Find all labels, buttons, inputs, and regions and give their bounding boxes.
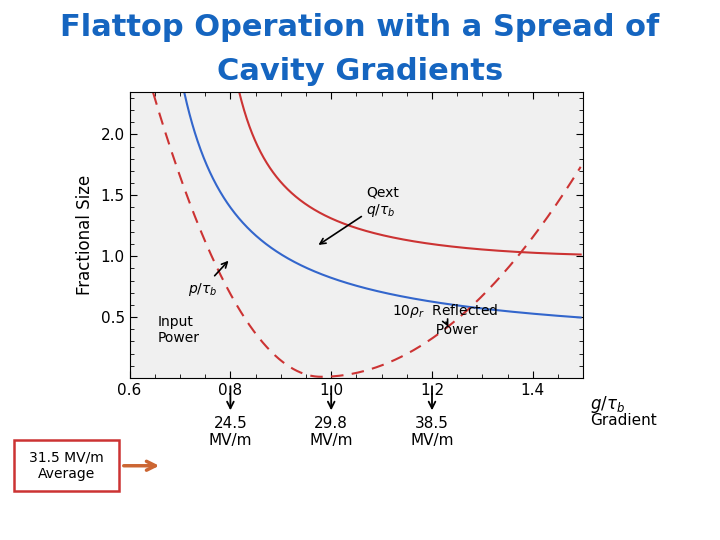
Text: Flattop Operation with a Spread of: Flattop Operation with a Spread of [60,14,660,43]
Text: $10\rho_r$  Reflected
          Power: $10\rho_r$ Reflected Power [392,302,498,337]
Text: Cavity Gradients: Cavity Gradients [217,57,503,86]
Text: 24.5
MV/m: 24.5 MV/m [209,416,252,448]
Text: $p/\tau_b$: $p/\tau_b$ [188,262,228,298]
Text: $g/\tau_b$: $g/\tau_b$ [590,394,626,415]
Text: 31.5 MV/m
Average: 31.5 MV/m Average [30,451,104,481]
Text: 38.5
MV/m: 38.5 MV/m [410,416,454,448]
Y-axis label: Fractional Size: Fractional Size [76,175,94,295]
Text: Gradient: Gradient [590,413,657,428]
Text: 29.8
MV/m: 29.8 MV/m [310,416,353,448]
Text: Qext
$q/\tau_b$: Qext $q/\tau_b$ [320,186,400,244]
Text: Input
Power: Input Power [158,315,199,345]
